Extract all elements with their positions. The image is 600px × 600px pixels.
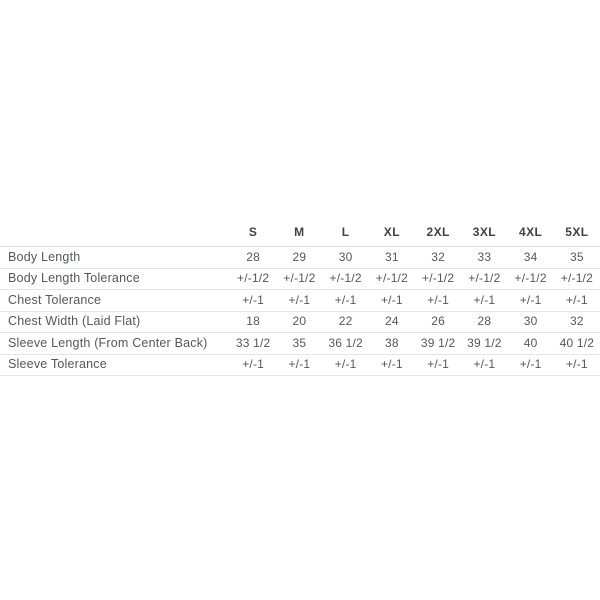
- table-row: Body Length Tolerance +/-1/2 +/-1/2 +/-1/2 +…: [0, 268, 600, 290]
- measurement-value: +/-1: [507, 289, 554, 312]
- row-label: Body Length: [0, 246, 230, 269]
- measurement-value: +/-1/2: [507, 268, 554, 290]
- row-label: Body Length Tolerance: [0, 268, 230, 290]
- size-chart: S M L XL 2XL 3XL 4XL 5XL Body Length 28 29 30 31 32 3…: [0, 218, 600, 378]
- measurement-value: 35: [553, 246, 600, 269]
- column-header-m: M: [276, 218, 323, 247]
- row-label-header: [0, 218, 230, 247]
- measurement-value: +/-1: [415, 289, 462, 312]
- measurement-value: +/-1: [368, 354, 415, 376]
- measurement-value: 28: [230, 246, 277, 269]
- size-chart-body: Body Length 28 29 30 31 32 33 34 35 Body Length T…: [0, 246, 600, 376]
- measurement-value: 30: [507, 311, 554, 333]
- measurement-value: +/-1: [507, 354, 554, 376]
- table-row: Chest Width (Laid Flat) 18 20 22 24 26 28 30 32: [0, 311, 600, 333]
- measurement-value: +/-1: [322, 289, 369, 312]
- measurement-value: +/-1/2: [276, 268, 323, 290]
- measurement-value: +/-1: [322, 354, 369, 376]
- measurement-value: +/-1: [276, 354, 323, 376]
- measurement-value: +/-1: [230, 354, 277, 376]
- measurement-value: 24: [368, 311, 415, 333]
- measurement-value: 32: [553, 311, 600, 333]
- measurement-value: 39 1/2: [415, 332, 462, 355]
- column-header-5xl: 5XL: [553, 218, 600, 247]
- measurement-value: 20: [276, 311, 323, 333]
- measurement-value: 36 1/2: [322, 332, 369, 355]
- measurement-value: 38: [368, 332, 415, 355]
- measurement-value: 30: [322, 246, 369, 269]
- measurement-value: 26: [415, 311, 462, 333]
- measurement-value: 40: [507, 332, 554, 355]
- column-header-3xl: 3XL: [461, 218, 508, 247]
- size-chart-table: S M L XL 2XL 3XL 4XL 5XL Body Length 28 29 30 31 32 3…: [0, 218, 600, 376]
- measurement-value: 28: [461, 311, 508, 333]
- measurement-value: +/-1: [276, 289, 323, 312]
- measurement-value: 29: [276, 246, 323, 269]
- table-row: Chest Tolerance +/-1 +/-1 +/-1 +/-1 +/-1 +/-1 +…: [0, 289, 600, 312]
- measurement-value: +/-1: [368, 289, 415, 312]
- measurement-value: 33: [461, 246, 508, 269]
- measurement-value: 22: [322, 311, 369, 333]
- row-label: Sleeve Length (From Center Back): [0, 332, 230, 355]
- measurement-value: +/-1/2: [461, 268, 508, 290]
- measurement-value: +/-1: [230, 289, 277, 312]
- column-header-s: S: [230, 218, 277, 247]
- measurement-value: 40 1/2: [553, 332, 600, 355]
- column-header-2xl: 2XL: [415, 218, 462, 247]
- measurement-value: 33 1/2: [230, 332, 277, 355]
- table-row: Body Length 28 29 30 31 32 33 34 35: [0, 246, 600, 269]
- row-label: Chest Tolerance: [0, 289, 230, 312]
- column-header-l: L: [322, 218, 369, 247]
- table-row: Sleeve Length (From Center Back) 33 1/2 35…: [0, 332, 600, 355]
- measurement-value: 39 1/2: [461, 332, 508, 355]
- row-label: Sleeve Tolerance: [0, 354, 230, 376]
- measurement-value: 35: [276, 332, 323, 355]
- measurement-value: 31: [368, 246, 415, 269]
- measurement-value: +/-1/2: [553, 268, 600, 290]
- measurement-value: +/-1: [553, 354, 600, 376]
- measurement-value: +/-1: [461, 289, 508, 312]
- row-label: Chest Width (Laid Flat): [0, 311, 230, 333]
- measurement-value: +/-1/2: [322, 268, 369, 290]
- column-header-4xl: 4XL: [507, 218, 554, 247]
- measurement-value: +/-1: [461, 354, 508, 376]
- size-chart-header: S M L XL 2XL 3XL 4XL 5XL: [0, 218, 600, 247]
- measurement-value: 32: [415, 246, 462, 269]
- measurement-value: +/-1/2: [368, 268, 415, 290]
- measurement-value: +/-1: [553, 289, 600, 312]
- column-header-xl: XL: [368, 218, 415, 247]
- measurement-value: +/-1: [415, 354, 462, 376]
- measurement-value: +/-1/2: [230, 268, 277, 290]
- measurement-value: 34: [507, 246, 554, 269]
- measurement-value: +/-1/2: [415, 268, 462, 290]
- table-row: Sleeve Tolerance +/-1 +/-1 +/-1 +/-1 +/-1 +/-1…: [0, 354, 600, 376]
- header-row: S M L XL 2XL 3XL 4XL 5XL: [0, 218, 600, 247]
- measurement-value: 18: [230, 311, 277, 333]
